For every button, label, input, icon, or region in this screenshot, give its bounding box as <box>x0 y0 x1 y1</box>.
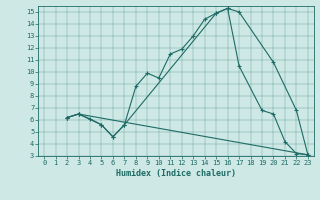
X-axis label: Humidex (Indice chaleur): Humidex (Indice chaleur) <box>116 169 236 178</box>
